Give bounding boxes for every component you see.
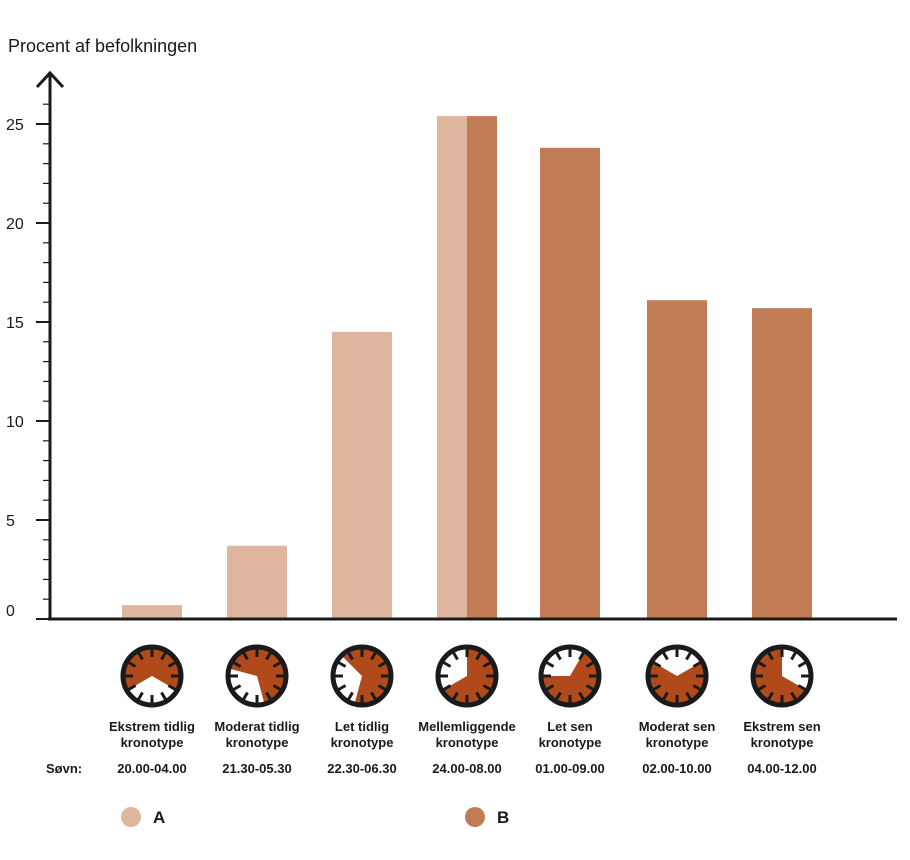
y-tick-label: 20 [6, 216, 24, 233]
category-label-line1: Let sen [547, 719, 593, 734]
bar-b [467, 116, 497, 619]
category-label-line1: Let tidlig [335, 719, 389, 734]
category-label-line2: kronotype [436, 735, 499, 750]
bar-a [227, 545, 287, 619]
bar-a [332, 331, 392, 619]
category-label-line1: Mellemliggende [418, 719, 516, 734]
clock-icon [435, 644, 499, 708]
clock-icon [538, 644, 602, 708]
sleep-time-label: 04.00-12.00 [747, 761, 816, 776]
y-tick-label: 0 [6, 603, 15, 620]
bar-a [437, 116, 467, 619]
legend-label: B [497, 808, 509, 827]
category-label-line2: kronotype [751, 735, 814, 750]
category-label-line1: Ekstrem sen [743, 719, 820, 734]
clock-icon [330, 644, 394, 708]
category-label-line1: Moderat sen [639, 719, 716, 734]
y-axis-ticks: 0 5 10 15 20 25 [6, 103, 50, 620]
category-label-line1: Ekstrem tidlig [109, 719, 195, 734]
sleep-clocks [120, 644, 814, 708]
y-tick-label: 15 [6, 315, 24, 332]
y-tick-label: 25 [6, 117, 24, 134]
bar-b [647, 300, 707, 619]
sleep-time-label: 21.30-05.30 [222, 761, 291, 776]
legend-swatch [121, 807, 141, 827]
sleep-time-label: 20.00-04.00 [117, 761, 186, 776]
clock-icon [225, 644, 289, 708]
sleep-row-label: Søvn: [46, 761, 82, 776]
category-label-line2: kronotype [539, 735, 602, 750]
bar-b [540, 147, 600, 619]
y-axis-title: Procent af befolkningen [8, 36, 197, 56]
bar-b [752, 308, 812, 619]
category-label-line2: kronotype [121, 735, 184, 750]
sleep-times: 20.00-04.00 21.30-05.30 22.30-06.30 24.00-0… [117, 761, 816, 776]
category-label-line1: Moderat tidlig [214, 719, 299, 734]
sleep-time-label: 22.30-06.30 [327, 761, 396, 776]
legend-label: A [153, 808, 165, 827]
sleep-time-label: 02.00-10.00 [642, 761, 711, 776]
y-tick-label: 10 [6, 414, 24, 431]
category-label-line2: kronotype [646, 735, 709, 750]
bars [122, 116, 812, 619]
category-label-line2: kronotype [226, 735, 289, 750]
clock-icon [645, 644, 709, 708]
y-axis-arrow [35, 70, 65, 89]
y-tick-label: 5 [6, 513, 15, 530]
clock-icon [750, 644, 814, 708]
axes [35, 70, 897, 621]
legend-swatch [465, 807, 485, 827]
bar-a [122, 605, 182, 619]
sleep-time-label: 01.00-09.00 [535, 761, 604, 776]
sleep-time-label: 24.00-08.00 [432, 761, 501, 776]
clock-icon [120, 644, 184, 708]
category-label-line2: kronotype [331, 735, 394, 750]
